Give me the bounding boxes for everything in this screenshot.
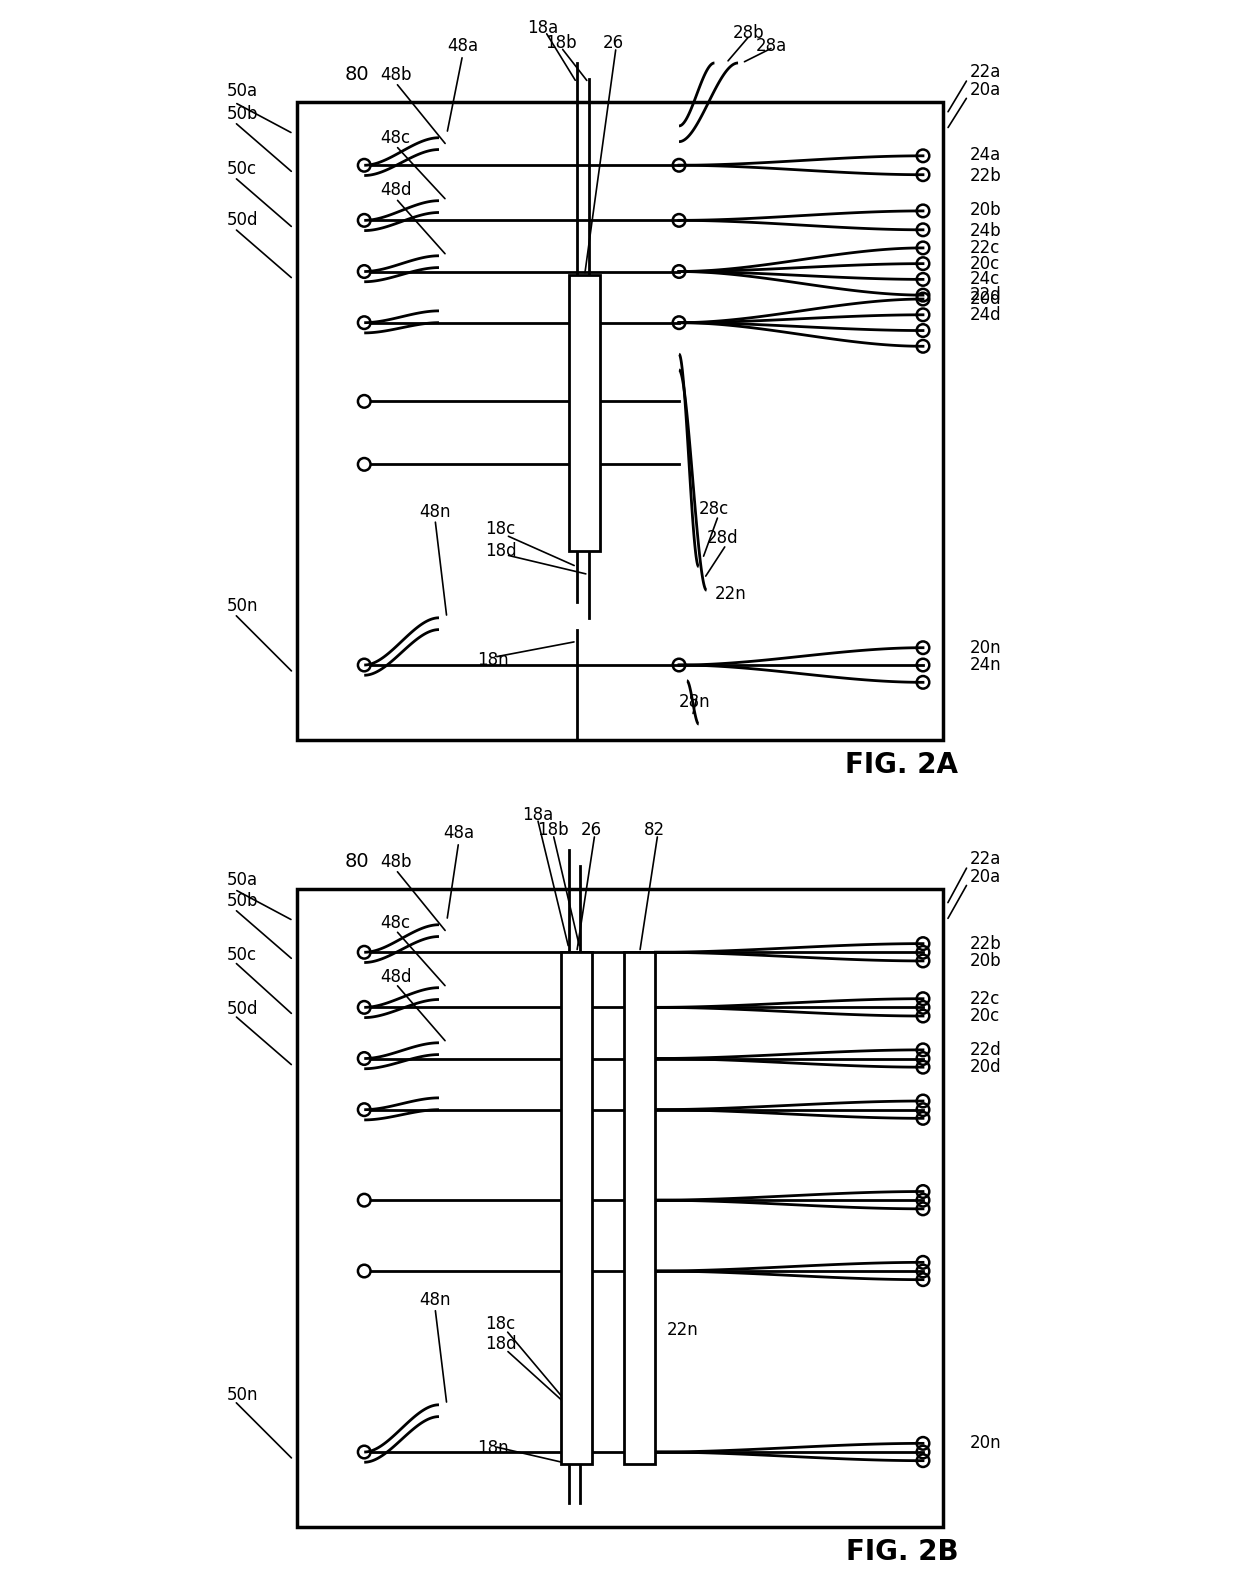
Text: 26: 26 [603, 35, 624, 52]
Text: 18c: 18c [485, 1314, 515, 1333]
Text: 50c: 50c [227, 161, 257, 178]
Text: 24a: 24a [970, 146, 1002, 164]
Text: 50c: 50c [227, 946, 257, 963]
Text: 18a: 18a [527, 19, 558, 36]
Text: 80: 80 [345, 852, 370, 872]
Text: 28b: 28b [733, 24, 764, 42]
Text: FIG. 2B: FIG. 2B [846, 1538, 959, 1566]
Text: 22c: 22c [970, 239, 1001, 257]
Text: 48d: 48d [379, 968, 412, 987]
Text: 28n: 28n [680, 693, 711, 711]
Text: 20b: 20b [970, 201, 1002, 219]
Text: 22n: 22n [667, 1321, 699, 1339]
Text: 22d: 22d [970, 286, 1002, 304]
Text: 50a: 50a [227, 870, 258, 889]
Text: 80: 80 [345, 65, 370, 85]
Text: 48n: 48n [419, 1291, 451, 1310]
Text: FIG. 2A: FIG. 2A [846, 751, 959, 779]
Bar [560, 952, 593, 1464]
Text: 20d: 20d [970, 1058, 1002, 1077]
Text: 18b: 18b [537, 822, 569, 839]
Text: 22b: 22b [970, 935, 1002, 952]
Text: 22a: 22a [970, 63, 1002, 82]
Text: 50d: 50d [227, 999, 258, 1018]
Text: 24d: 24d [970, 305, 1002, 324]
Text: 18b: 18b [546, 35, 577, 52]
Text: 18n: 18n [476, 1439, 508, 1458]
Text: 28c: 28c [698, 501, 729, 518]
Text: 48n: 48n [419, 502, 451, 521]
Text: 48b: 48b [379, 853, 412, 870]
Text: 20d: 20d [970, 290, 1002, 309]
Text: 18c: 18c [485, 519, 515, 538]
Text: 22d: 22d [970, 1040, 1002, 1059]
Text: 48a: 48a [443, 823, 474, 842]
Text: 18n: 18n [476, 650, 508, 669]
Text: 48a: 48a [446, 36, 477, 55]
Text: 82: 82 [644, 822, 665, 839]
Text: 50n: 50n [227, 597, 258, 615]
Text: 50d: 50d [227, 211, 258, 230]
Text: 50b: 50b [227, 105, 258, 123]
Text: 20n: 20n [970, 639, 1002, 656]
Text: 22b: 22b [970, 167, 1002, 184]
Text: 26: 26 [580, 822, 601, 839]
Text: 18d: 18d [485, 1335, 516, 1354]
Text: 18a: 18a [522, 806, 553, 823]
Text: 20c: 20c [970, 1007, 1001, 1025]
Text: 24b: 24b [970, 222, 1002, 239]
Text: 28a: 28a [756, 36, 787, 55]
Text: 50n: 50n [227, 1385, 258, 1404]
Text: 20n: 20n [970, 1434, 1002, 1453]
Text: 20a: 20a [970, 80, 1002, 99]
Text: 50a: 50a [227, 82, 258, 99]
Text: 18d: 18d [485, 541, 516, 560]
Bar [624, 952, 656, 1464]
Text: 28d: 28d [707, 529, 738, 548]
Bar [298, 102, 942, 740]
Text: 48c: 48c [379, 914, 410, 932]
Bar [569, 275, 600, 551]
Text: 22c: 22c [970, 990, 1001, 1007]
Text: 20a: 20a [970, 867, 1002, 886]
Text: 24n: 24n [970, 656, 1002, 674]
Text: 48c: 48c [379, 129, 410, 146]
Text: 48d: 48d [379, 181, 412, 200]
Text: 22a: 22a [970, 850, 1002, 869]
Text: 50b: 50b [227, 892, 258, 910]
Text: 48b: 48b [379, 66, 412, 83]
Text: 22n: 22n [714, 586, 746, 603]
Text: 20b: 20b [970, 952, 1002, 970]
Bar [298, 889, 942, 1527]
Text: 20c: 20c [970, 255, 1001, 272]
Text: 24c: 24c [970, 271, 1001, 288]
